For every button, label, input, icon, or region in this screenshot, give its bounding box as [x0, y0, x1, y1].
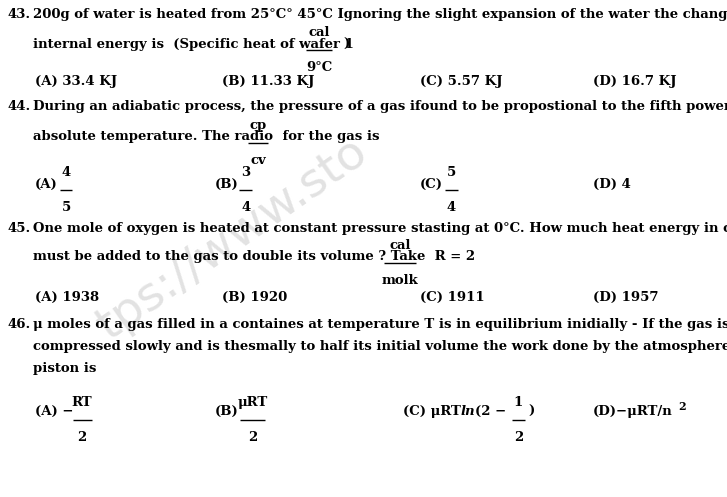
Text: 46.: 46.: [8, 318, 31, 331]
Text: (B) 11.33 KJ: (B) 11.33 KJ: [222, 75, 314, 88]
Text: cal: cal: [308, 26, 330, 39]
Text: RT: RT: [72, 396, 92, 409]
Text: 5: 5: [62, 201, 71, 214]
Text: (C) 1911: (C) 1911: [420, 291, 485, 304]
Text: (B): (B): [214, 178, 238, 191]
Text: cal: cal: [389, 239, 411, 252]
Text: must be added to the gas to double its volume ? Take  R = 2: must be added to the gas to double its v…: [33, 250, 480, 263]
Text: 9°C: 9°C: [306, 61, 332, 74]
Text: 3: 3: [241, 166, 250, 179]
Text: (C) 5.57 KJ: (C) 5.57 KJ: [420, 75, 502, 88]
Text: piston is: piston is: [33, 362, 97, 375]
Text: (C) μRT: (C) μRT: [403, 405, 466, 418]
Text: ): ): [529, 405, 535, 418]
Text: During an adiabatic process, the pressure of a gas ifound to be propostional to : During an adiabatic process, the pressur…: [33, 100, 727, 113]
Text: 4: 4: [62, 166, 71, 179]
Text: 1: 1: [514, 396, 523, 409]
Text: 5: 5: [447, 166, 456, 179]
Text: cv: cv: [250, 154, 266, 167]
Text: cp: cp: [249, 119, 267, 132]
Text: (D) 1957: (D) 1957: [593, 291, 658, 304]
Text: (2 −: (2 −: [475, 405, 510, 418]
Text: (D) 16.7 KJ: (D) 16.7 KJ: [593, 75, 676, 88]
Text: compressed slowly and is thesmally to half its initial volume the work done by t: compressed slowly and is thesmally to ha…: [33, 340, 727, 353]
Text: μRT: μRT: [237, 396, 268, 409]
Text: (D) 4: (D) 4: [593, 178, 630, 191]
Text: μ moles of a gas filled in a containes at temperature T is in equilibrium inidia: μ moles of a gas filled in a containes a…: [33, 318, 727, 331]
Text: molk: molk: [382, 274, 418, 287]
Text: ): ): [343, 38, 349, 51]
Text: (D)−μRT/n: (D)−μRT/n: [593, 405, 672, 418]
Text: ln: ln: [460, 405, 475, 418]
Text: (A) −: (A) −: [35, 405, 73, 418]
Text: 45.: 45.: [8, 222, 31, 235]
Text: 200g of water is heated from 25°C° 45°C Ignoring the slight expansion of the wat: 200g of water is heated from 25°C° 45°C …: [33, 8, 727, 21]
Text: absolute temperature. The radio: absolute temperature. The radio: [33, 130, 278, 143]
Text: 2: 2: [78, 431, 87, 444]
Text: (A): (A): [35, 178, 57, 191]
Text: 2: 2: [514, 431, 523, 444]
Text: (A) 33.4 KJ: (A) 33.4 KJ: [35, 75, 117, 88]
Text: internal energy is  (Specific heat of wafer 1: internal energy is (Specific heat of waf…: [33, 38, 354, 51]
Text: for the gas is: for the gas is: [278, 130, 379, 143]
Text: One mole of oxygen is heated at constant pressure stasting at 0°C. How much heat: One mole of oxygen is heated at constant…: [33, 222, 727, 235]
Text: (B) 1920: (B) 1920: [222, 291, 287, 304]
Text: 43.: 43.: [8, 8, 31, 21]
Text: (C): (C): [420, 178, 443, 191]
Text: (A) 1938: (A) 1938: [35, 291, 99, 304]
Text: 44.: 44.: [8, 100, 31, 113]
Text: 2: 2: [248, 431, 257, 444]
Text: (B): (B): [214, 405, 238, 418]
Text: 2: 2: [678, 401, 686, 412]
Text: tps://www.sto: tps://www.sto: [89, 129, 377, 348]
Text: 4: 4: [447, 201, 456, 214]
Text: 4: 4: [241, 201, 250, 214]
